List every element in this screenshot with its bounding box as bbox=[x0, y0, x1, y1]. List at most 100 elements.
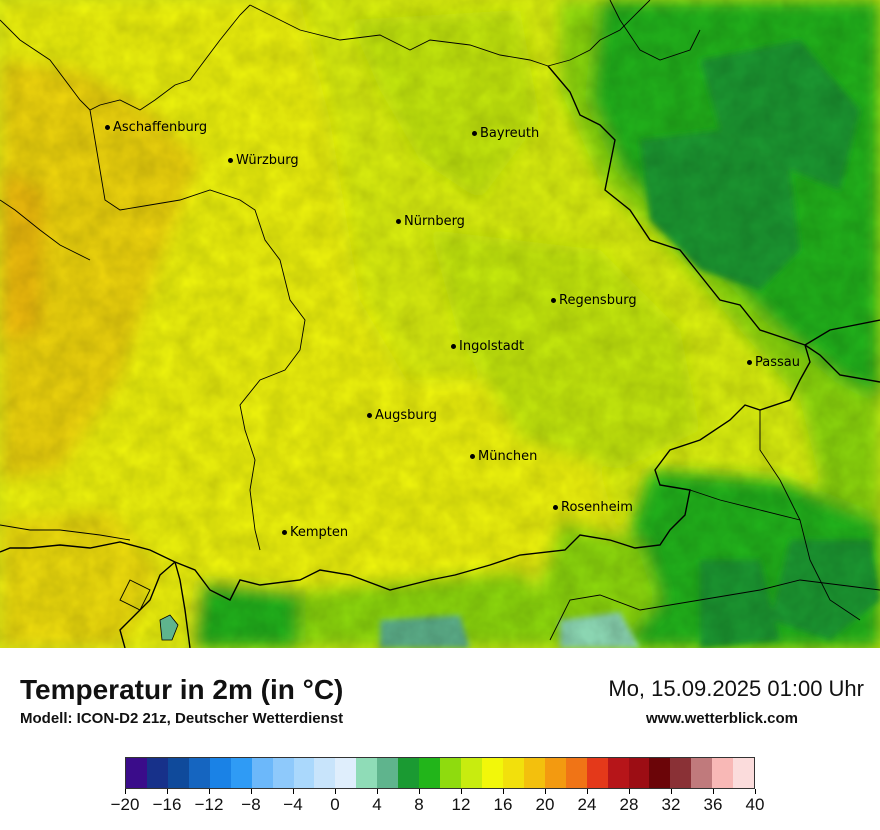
city-marker: Augsburg bbox=[367, 409, 437, 422]
city-marker: München bbox=[470, 450, 537, 463]
legend-swatch bbox=[126, 758, 147, 788]
city-label: München bbox=[478, 449, 538, 464]
legend-tick-mark bbox=[587, 789, 588, 794]
city-label: Augsburg bbox=[375, 408, 438, 423]
legend-swatch bbox=[398, 758, 420, 788]
legend-tick-mark bbox=[377, 789, 378, 794]
legend-swatch bbox=[188, 758, 210, 788]
legend-swatch bbox=[335, 758, 357, 788]
legend-swatch bbox=[712, 758, 734, 788]
legend-tick-mark bbox=[755, 789, 756, 794]
legend-tick-label: −16 bbox=[152, 795, 182, 814]
legend-tick-mark bbox=[293, 789, 294, 794]
legend-swatch bbox=[230, 758, 252, 788]
legend-swatch bbox=[293, 758, 315, 788]
city-label: Aschaffenburg bbox=[113, 120, 208, 135]
map-title: Temperatur in 2m (in °C) bbox=[20, 674, 344, 705]
city-label: Regensburg bbox=[559, 293, 637, 308]
color-scale-legend bbox=[125, 757, 755, 789]
legend-swatch bbox=[377, 758, 399, 788]
city-label: Bayreuth bbox=[480, 126, 540, 141]
city-marker: Aschaffenburg bbox=[105, 121, 207, 134]
city-label: Würzburg bbox=[236, 153, 299, 168]
legend-tick-label: −4 bbox=[283, 795, 303, 814]
city-dot bbox=[747, 360, 752, 365]
city-dot bbox=[367, 413, 372, 418]
legend-tick-mark bbox=[125, 789, 126, 794]
legend-tick-label: −8 bbox=[241, 795, 261, 814]
legend-swatch bbox=[356, 758, 378, 788]
city-marker: Bayreuth bbox=[472, 127, 539, 140]
model-source: Modell: ICON-D2 21z, Deutscher Wetterdie… bbox=[20, 710, 344, 727]
legend-tick-label: 36 bbox=[703, 795, 723, 814]
legend-swatch bbox=[209, 758, 231, 788]
city-marker: Kempten bbox=[282, 526, 348, 539]
temperature-map: Aschaffenburg Würzburg Bayreuth Nürnberg… bbox=[0, 0, 880, 648]
legend-swatch bbox=[565, 758, 587, 788]
city-label: Rosenheim bbox=[561, 500, 633, 515]
legend-tick-label: −12 bbox=[194, 795, 224, 814]
city-dot bbox=[451, 344, 456, 349]
legend-tick-mark bbox=[461, 789, 462, 794]
legend-swatch bbox=[733, 758, 755, 788]
legend-tick-label: 28 bbox=[619, 795, 639, 814]
city-dot bbox=[228, 158, 233, 163]
legend-swatch bbox=[481, 758, 503, 788]
legend-tick-label: 4 bbox=[372, 795, 382, 814]
legend-tick-mark bbox=[209, 789, 210, 794]
legend-tick-label: 16 bbox=[493, 795, 513, 814]
legend-tick-label: 24 bbox=[577, 795, 597, 814]
city-marker: Regensburg bbox=[551, 294, 637, 307]
legend-swatch bbox=[670, 758, 692, 788]
city-label: Nürnberg bbox=[404, 214, 465, 229]
legend-swatch bbox=[146, 758, 168, 788]
legend-tick-mark bbox=[335, 789, 336, 794]
city-marker: Nürnberg bbox=[396, 215, 465, 228]
city-marker: Passau bbox=[747, 356, 800, 369]
city-dot bbox=[472, 131, 477, 136]
legend-swatch bbox=[691, 758, 713, 788]
legend-tick-label: −20 bbox=[110, 795, 140, 814]
city-dot bbox=[105, 125, 110, 130]
map-footer: Temperatur in 2m (in °C) Modell: ICON-D2… bbox=[0, 648, 880, 830]
legend-tick-mark bbox=[419, 789, 420, 794]
city-marker: Rosenheim bbox=[553, 501, 633, 514]
legend-tick-label: 32 bbox=[661, 795, 681, 814]
legend-tick-label: 8 bbox=[414, 795, 424, 814]
legend-swatch bbox=[523, 758, 545, 788]
legend-ticks: −20 −16 −12 −8 −4 0 4 8 12 16 20 24 28 32 36 40 bbox=[0, 789, 880, 819]
website-link[interactable]: www.wetterblick.com bbox=[646, 710, 798, 727]
legend-tick-label: 12 bbox=[451, 795, 471, 814]
city-dot bbox=[553, 505, 558, 510]
legend-swatch bbox=[440, 758, 461, 788]
legend-tick-mark bbox=[545, 789, 546, 794]
city-dot bbox=[396, 219, 401, 224]
legend-swatch bbox=[628, 758, 650, 788]
city-marker: Ingolstadt bbox=[451, 340, 524, 353]
legend-swatch bbox=[461, 758, 482, 788]
legend-swatch bbox=[649, 758, 671, 788]
legend-swatch bbox=[607, 758, 629, 788]
legend-swatch bbox=[314, 758, 336, 788]
city-label: Kempten bbox=[290, 525, 349, 540]
legend-tick-mark bbox=[251, 789, 252, 794]
city-dot bbox=[551, 298, 556, 303]
legend-swatch bbox=[272, 758, 294, 788]
legend-swatch bbox=[544, 758, 566, 788]
legend-swatch bbox=[502, 758, 524, 788]
city-dot bbox=[470, 454, 475, 459]
temperature-field bbox=[0, 0, 880, 648]
valid-datetime: Mo, 15.09.2025 01:00 Uhr bbox=[608, 676, 864, 701]
legend-tick-mark bbox=[629, 789, 630, 794]
legend-tick-mark bbox=[503, 789, 504, 794]
legend-swatch bbox=[419, 758, 441, 788]
legend-tick-label: 40 bbox=[745, 795, 765, 814]
legend-tick-mark bbox=[671, 789, 672, 794]
legend-swatch bbox=[586, 758, 608, 788]
legend-swatch bbox=[167, 758, 189, 788]
legend-swatch bbox=[251, 758, 273, 788]
city-label: Passau bbox=[755, 355, 800, 370]
legend-tick-label: 20 bbox=[535, 795, 555, 814]
legend-tick-mark bbox=[713, 789, 714, 794]
city-dot bbox=[282, 530, 287, 535]
